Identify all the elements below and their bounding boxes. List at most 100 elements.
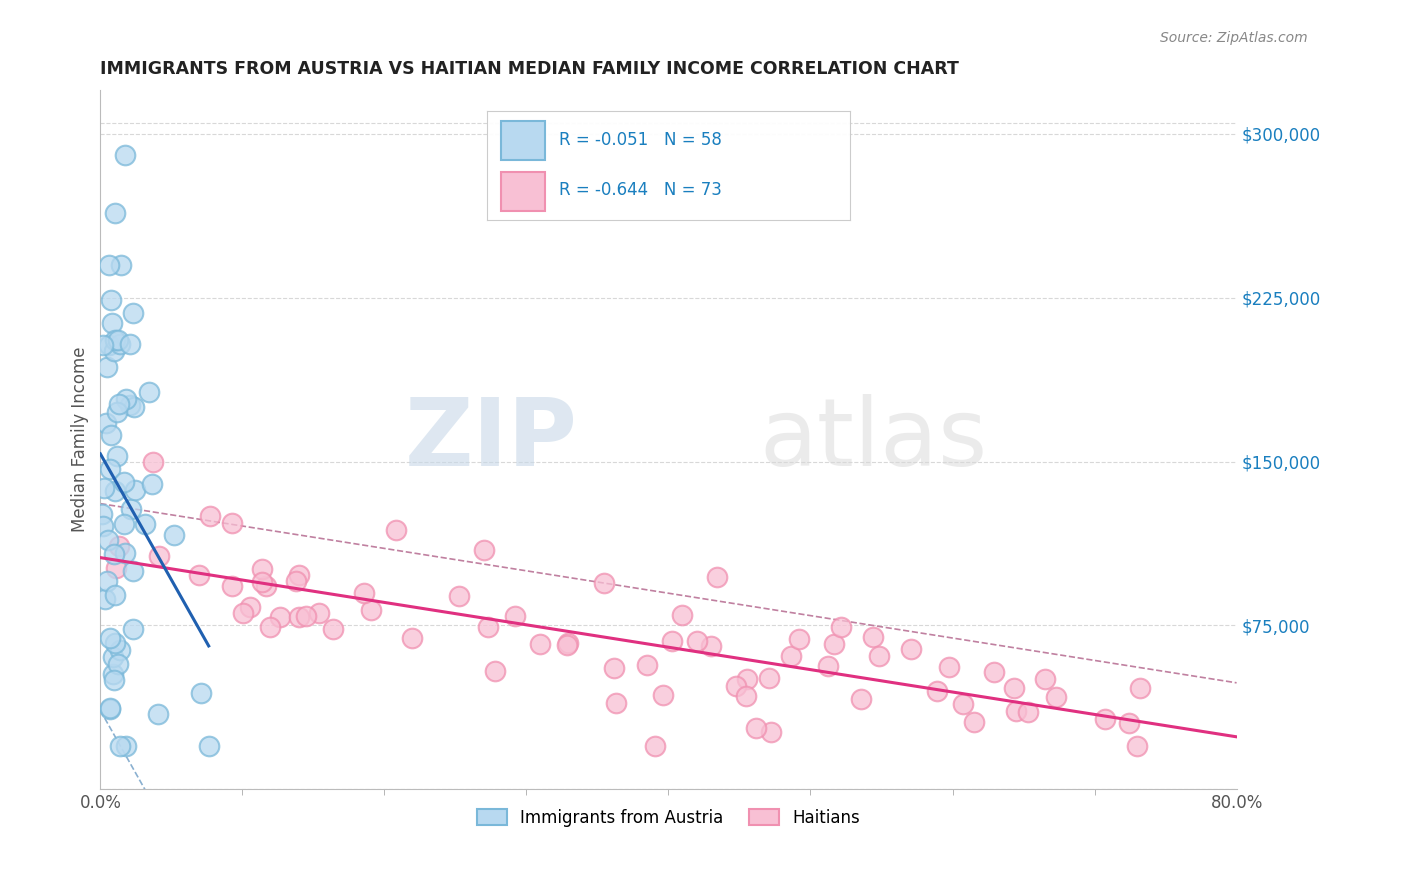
Point [699, 639, 721, 653]
Point [232, 607, 254, 621]
Point [103, 344, 125, 359]
Point [98, 631, 121, 645]
Point [288, 567, 311, 582]
Point [105, 449, 128, 463]
Point [112, 475, 135, 489]
Point [1045, 690, 1067, 704]
Point [110, 739, 132, 753]
Point [98, 259, 121, 273]
Point [651, 688, 673, 702]
Point [555, 638, 578, 652]
Point [114, 148, 136, 162]
Point [254, 579, 277, 593]
Point [163, 528, 186, 542]
Point [472, 542, 495, 557]
Point [114, 516, 136, 531]
Point [148, 549, 170, 563]
Point [1033, 672, 1056, 686]
Point [142, 454, 165, 468]
Point [817, 658, 839, 673]
Point [868, 648, 890, 663]
Point [103, 547, 125, 561]
Point [900, 642, 922, 657]
Point [110, 258, 132, 272]
Point [294, 609, 316, 624]
Point [94, 416, 117, 430]
Point [198, 509, 221, 524]
Y-axis label: Median Family Income: Median Family Income [72, 347, 89, 533]
Point [94, 591, 117, 606]
Point [787, 632, 810, 647]
Point [745, 722, 768, 736]
Point [360, 603, 382, 617]
Point [1094, 712, 1116, 726]
Point [188, 567, 211, 582]
Text: IMMIGRANTS FROM AUSTRIA VS HAITIAN MEDIAN FAMILY INCOME CORRELATION CHART: IMMIGRANTS FROM AUSTRIA VS HAITIAN MEDIA… [100, 60, 959, 78]
Point [90, 507, 112, 521]
Point [250, 575, 273, 590]
Point [103, 650, 125, 665]
Point [830, 620, 852, 634]
Point [322, 623, 344, 637]
Point [605, 696, 627, 710]
Point [1129, 681, 1152, 696]
Point [115, 739, 138, 753]
Point [952, 697, 974, 711]
Point [115, 392, 138, 406]
Point [118, 336, 141, 351]
Point [477, 620, 499, 634]
Point [686, 634, 709, 648]
Point [938, 660, 960, 674]
Point [122, 622, 145, 636]
Point [1126, 739, 1149, 753]
Text: atlas: atlas [759, 393, 987, 486]
Text: Source: ZipAtlas.com: Source: ZipAtlas.com [1160, 31, 1308, 45]
Point [759, 724, 782, 739]
Point [104, 636, 127, 650]
Point [141, 477, 163, 491]
Point [108, 397, 131, 411]
Point [114, 546, 136, 560]
Point [120, 502, 142, 516]
Point [288, 610, 311, 624]
Point [124, 483, 146, 498]
Point [529, 637, 551, 651]
Point [122, 564, 145, 578]
Point [735, 689, 758, 703]
Text: ZIP: ZIP [405, 393, 578, 486]
Point [557, 636, 579, 650]
Point [735, 672, 758, 686]
Point [197, 739, 219, 753]
Point [851, 692, 873, 706]
Point [636, 657, 658, 672]
Point [758, 671, 780, 685]
Point [983, 665, 1005, 680]
Point [107, 657, 129, 671]
Point [98, 702, 121, 716]
Point [108, 643, 131, 657]
Point [671, 607, 693, 622]
Point [823, 637, 845, 651]
Point [121, 306, 143, 320]
Point [250, 561, 273, 575]
Point [91, 519, 114, 533]
Point [447, 589, 470, 603]
Point [103, 673, 125, 688]
Point [107, 334, 129, 348]
Legend: Immigrants from Austria, Haitians: Immigrants from Austria, Haitians [471, 802, 866, 833]
Point [221, 579, 243, 593]
Point [1118, 716, 1140, 731]
Point [104, 589, 127, 603]
Point [93, 481, 115, 495]
Point [100, 427, 122, 442]
Point [101, 667, 124, 681]
Point [308, 606, 330, 620]
Point [105, 405, 128, 419]
Point [644, 739, 666, 753]
Point [1017, 705, 1039, 719]
Point [98, 338, 121, 352]
Point [592, 576, 614, 591]
Point [138, 384, 160, 399]
Point [134, 516, 156, 531]
Point [353, 585, 375, 599]
